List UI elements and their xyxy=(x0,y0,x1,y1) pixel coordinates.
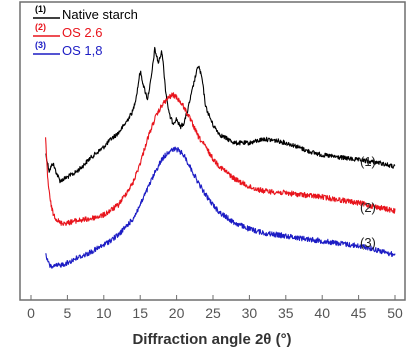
x-tick-label: 20 xyxy=(169,305,185,321)
legend-number-3: (3) xyxy=(35,40,46,50)
series-layer xyxy=(45,46,396,269)
x-tick-label: 15 xyxy=(132,305,148,321)
curve-labels: (1) (2) (3) xyxy=(360,154,376,250)
x-axis-label: Diffraction angle 2θ (°) xyxy=(132,331,291,348)
x-tick-label: 50 xyxy=(387,305,403,321)
legend-entry-1: Native starch xyxy=(62,7,138,22)
curve-label-1: (1) xyxy=(360,154,376,169)
series-line-1 xyxy=(45,46,396,184)
series-line-3 xyxy=(45,146,396,269)
x-tick-label: 40 xyxy=(314,305,330,321)
legend: (1) Native starch (2) OS 2.6 (3) OS 1,8 xyxy=(33,4,138,58)
x-tick-label: 0 xyxy=(27,305,35,321)
x-tick-label: 25 xyxy=(205,305,221,321)
x-tick-label: 35 xyxy=(278,305,294,321)
x-tick-label: 30 xyxy=(242,305,258,321)
legend-number-1: (1) xyxy=(35,4,46,14)
curve-label-3: (3) xyxy=(360,235,376,250)
x-tick-label: 45 xyxy=(351,305,367,321)
legend-number-2: (2) xyxy=(35,22,46,32)
x-tick-label: 10 xyxy=(96,305,112,321)
curve-label-2: (2) xyxy=(360,200,376,215)
x-tick-label: 5 xyxy=(64,305,72,321)
x-axis-ticks: 0 5 10 15 20 25 30 35 40 45 50 xyxy=(27,295,403,321)
series-line-2 xyxy=(45,92,396,226)
legend-entry-3: OS 1,8 xyxy=(62,43,102,58)
legend-entry-2: OS 2.6 xyxy=(62,25,102,40)
